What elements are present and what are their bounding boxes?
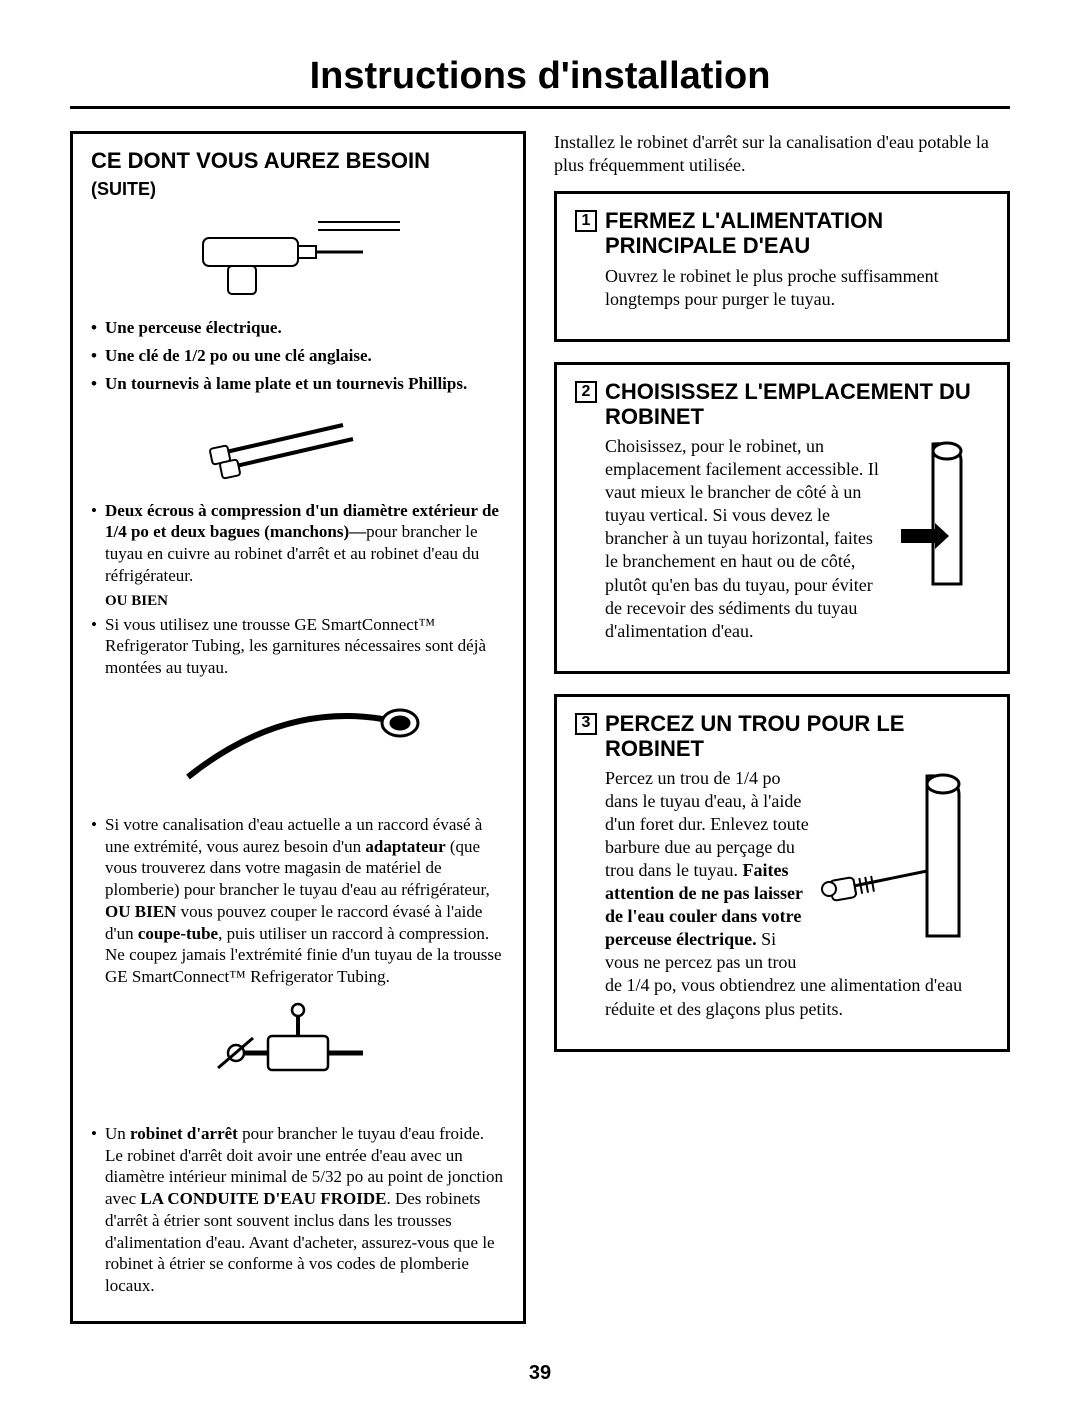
bullet-smartconnect: Si vous utilisez une trousse GE SmartCon… bbox=[91, 614, 505, 679]
step1-header: 1 FERMEZ L'ALIMENTATION PRINCIPALE D'EAU bbox=[575, 208, 989, 259]
step1-number: 1 bbox=[575, 210, 597, 232]
bullet-adapter-b1: adaptateur bbox=[365, 837, 445, 856]
page-title: Instructions d'installation bbox=[70, 55, 1010, 98]
needs-bullets-b: Deux écrous à compression d'un diamètre … bbox=[91, 500, 505, 587]
step2-box: 2 CHOISISSEZ L'EMPLACEMENT DU ROBINET Ch… bbox=[554, 362, 1010, 674]
bullet-adapter: Si votre canalisation d'eau actuelle a u… bbox=[91, 814, 505, 988]
drill-illustration bbox=[91, 210, 505, 305]
left-column: CE DONT VOUS AUREZ BESOIN (SUITE) bbox=[70, 131, 526, 1344]
needs-box: CE DONT VOUS AUREZ BESOIN (SUITE) bbox=[70, 131, 526, 1324]
right-intro: Installez le robinet d'arrêt sur la cana… bbox=[554, 131, 1010, 177]
step3-title: PERCEZ UN TROU POUR LE ROBINET bbox=[605, 711, 989, 762]
needs-bullets-c: Si vous utilisez une trousse GE SmartCon… bbox=[91, 614, 505, 679]
oubien-label: OU BIEN bbox=[105, 593, 505, 610]
two-column-layout: CE DONT VOUS AUREZ BESOIN (SUITE) bbox=[70, 131, 1010, 1344]
bullet-compression: Deux écrous à compression d'un diamètre … bbox=[91, 500, 505, 587]
step1-box: 1 FERMEZ L'ALIMENTATION PRINCIPALE D'EAU… bbox=[554, 191, 1010, 342]
bullet-adapter-b2: OU BIEN bbox=[105, 902, 176, 921]
step2-illustration bbox=[893, 439, 989, 594]
bullet-valve: Un robinet d'arrêt pour brancher le tuya… bbox=[91, 1123, 505, 1297]
nuts-illustration bbox=[91, 403, 505, 488]
bullet-wrench: Une clé de 1/2 po ou une clé anglaise. bbox=[91, 345, 505, 367]
step2-number: 2 bbox=[575, 381, 597, 403]
title-rule bbox=[70, 106, 1010, 109]
step1-title: FERMEZ L'ALIMENTATION PRINCIPALE D'EAU bbox=[605, 208, 989, 259]
needs-bullets-d: Si votre canalisation d'eau actuelle a u… bbox=[91, 814, 505, 988]
bullet-drill: Une perceuse électrique. bbox=[91, 317, 505, 339]
step3-number: 3 bbox=[575, 713, 597, 735]
needs-header: CE DONT VOUS AUREZ BESOIN bbox=[91, 148, 505, 173]
step3-header: 3 PERCEZ UN TROU POUR LE ROBINET bbox=[575, 711, 989, 762]
tube-illustration bbox=[91, 687, 505, 802]
valve-illustration bbox=[91, 996, 505, 1111]
needs-bullets-a: Une perceuse électrique. Une clé de 1/2 … bbox=[91, 317, 505, 394]
bullet-valve-p1: Un bbox=[105, 1124, 130, 1143]
needs-sub: (SUITE) bbox=[91, 179, 505, 200]
bullet-screwdrivers: Un tournevis à lame plate et un tournevi… bbox=[91, 373, 505, 395]
bullet-valve-b2: LA CONDUITE D'EAU FROIDE bbox=[140, 1189, 386, 1208]
bullet-valve-b1: robinet d'arrêt bbox=[130, 1124, 238, 1143]
bullet-adapter-b3: coupe-tube bbox=[138, 924, 218, 943]
needs-bullets-e: Un robinet d'arrêt pour brancher le tuya… bbox=[91, 1123, 505, 1297]
step1-body: Ouvrez le robinet le plus proche suffisa… bbox=[605, 265, 989, 311]
step2-header: 2 CHOISISSEZ L'EMPLACEMENT DU ROBINET bbox=[575, 379, 989, 430]
step3-illustration bbox=[819, 771, 989, 946]
page-number: 39 bbox=[70, 1362, 1010, 1385]
right-column: Installez le robinet d'arrêt sur la cana… bbox=[554, 131, 1010, 1344]
step2-title: CHOISISSEZ L'EMPLACEMENT DU ROBINET bbox=[605, 379, 989, 430]
step3-box: 3 PERCEZ UN TROU POUR LE ROBINET bbox=[554, 694, 1010, 1052]
